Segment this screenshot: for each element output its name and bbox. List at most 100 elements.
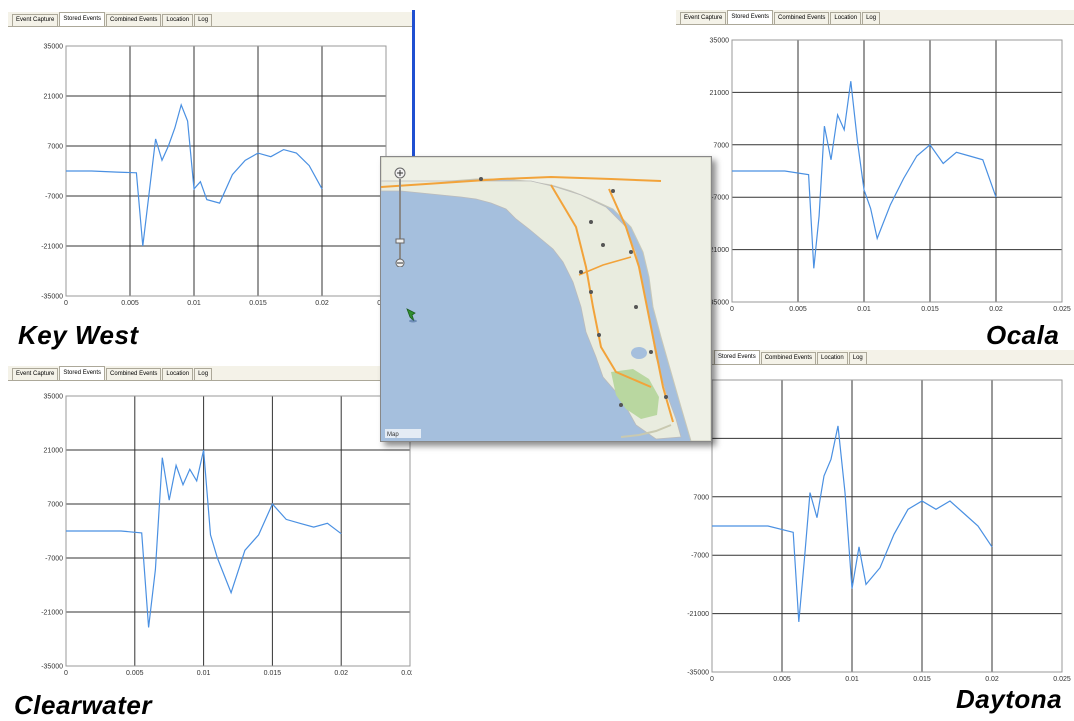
tab-stored-events[interactable]: Stored Events — [714, 350, 760, 364]
city-label-clearwater: Clearwater — [14, 690, 152, 720]
tab-log[interactable]: Log — [194, 14, 213, 26]
map-lake — [631, 347, 647, 359]
x-tick-label: 0.005 — [121, 300, 139, 307]
y-tick-label: 21000 — [710, 90, 730, 97]
tab-combined-events[interactable]: Combined Events — [106, 368, 162, 380]
tab-event-capture[interactable]: Event Capture — [12, 368, 59, 380]
x-tick-label: 0.015 — [249, 300, 267, 307]
florida-map[interactable]: Map — [380, 156, 712, 442]
x-tick-label: 0.015 — [921, 306, 939, 313]
window-divider — [412, 10, 415, 160]
x-tick-label: 0.02 — [315, 300, 329, 307]
tab-stored-events[interactable]: Stored Events — [727, 10, 774, 24]
tab-strip: Stored Events Combined Events Location L… — [656, 350, 1074, 365]
map-towns — [479, 177, 668, 407]
tab-stored-events[interactable]: Stored Events — [59, 366, 106, 380]
y-tick-label: -35000 — [41, 664, 63, 671]
plot-frame — [65, 45, 387, 297]
y-tick-label: -7000 — [691, 553, 709, 560]
x-tick-label: 0 — [64, 300, 68, 307]
x-tick-label: 0.015 — [913, 676, 931, 683]
tab-location[interactable]: Location — [162, 368, 194, 380]
map-zoom-slider[interactable] — [393, 167, 407, 267]
map-highway-i75 — [550, 184, 652, 388]
y-tick-label: -35000 — [687, 670, 709, 677]
tab-event-capture[interactable]: Event Capture — [680, 12, 727, 24]
waveform-trace — [732, 81, 997, 269]
map-keys — [620, 424, 672, 438]
x-tick-label: 0.005 — [773, 676, 791, 683]
x-tick-label: 0.025 — [401, 670, 412, 677]
y-tick-label: -7000 — [711, 195, 729, 202]
y-tick-label: -21000 — [41, 244, 63, 251]
x-tick-label: 0.02 — [985, 676, 999, 683]
x-tick-label: 0.025 — [1053, 676, 1071, 683]
y-tick-label: -21000 — [707, 247, 729, 254]
city-label-daytona: Daytona — [956, 684, 1063, 714]
y-tick-label: -7000 — [45, 556, 63, 563]
tab-strip: Event Capture Stored Events Combined Eve… — [676, 10, 1074, 25]
tab-location[interactable]: Location — [830, 12, 862, 24]
x-tick-label: 0.02 — [989, 306, 1003, 313]
y-tick-label: 7000 — [47, 502, 63, 509]
tab-strip: Event Capture Stored Events Combined Eve… — [8, 12, 412, 27]
y-tick-label: -7000 — [45, 194, 63, 201]
x-tick-label: 0.015 — [264, 670, 282, 677]
waveform-trace — [66, 103, 323, 247]
panel-key-west: Event Capture Stored Events Combined Eve… — [8, 12, 412, 330]
waveform-trace — [66, 449, 342, 628]
x-tick-label: 0 — [730, 306, 734, 313]
tab-combined-events[interactable]: Combined Events — [106, 14, 162, 26]
tab-location[interactable]: Location — [162, 14, 194, 26]
panel-clearwater: Event Capture Stored Events Combined Eve… — [8, 366, 412, 686]
map-marker-pin-icon — [406, 308, 417, 323]
y-tick-label: 35000 — [710, 38, 730, 45]
tab-combined-events[interactable]: Combined Events — [774, 12, 830, 24]
x-tick-label: 0.005 — [126, 670, 144, 677]
waveform-chart-daytona: 35000210007000-7000-21000-3500000.0050.0… — [687, 378, 1071, 684]
city-label-key-west: Key West — [18, 320, 139, 350]
map-attribution-box — [385, 429, 421, 438]
y-tick-label: -35000 — [41, 294, 63, 301]
tab-log[interactable]: Log — [194, 368, 213, 380]
tab-log[interactable]: Log — [848, 352, 867, 364]
panel-daytona: Stored Events Combined Events Location L… — [656, 350, 1074, 690]
x-tick-label: 0.025 — [1053, 306, 1071, 313]
panel-ocala: Event Capture Stored Events Combined Eve… — [676, 10, 1074, 328]
x-tick-label: 0.01 — [187, 300, 201, 307]
x-tick-label: 0.02 — [334, 670, 348, 677]
x-tick-label: 0 — [710, 676, 714, 683]
y-tick-label: 21000 — [44, 94, 64, 101]
tab-strip: Event Capture Stored Events Combined Eve… — [8, 366, 412, 381]
tab-stored-events[interactable]: Stored Events — [59, 12, 106, 26]
map-highway-i4 — [578, 256, 632, 276]
x-tick-label: 0.005 — [789, 306, 807, 313]
y-tick-label: 35000 — [44, 394, 64, 401]
y-tick-label: 21000 — [44, 448, 64, 455]
tab-combined-events[interactable]: Combined Events — [760, 352, 817, 364]
tab-location[interactable]: Location — [817, 352, 848, 364]
tab-log[interactable]: Log — [862, 12, 881, 24]
y-tick-label: 7000 — [693, 494, 709, 501]
y-tick-label: 35000 — [44, 44, 64, 51]
city-label-ocala: Ocala — [986, 320, 1060, 350]
map-highway-i10 — [381, 175, 662, 188]
y-tick-label: -21000 — [41, 610, 63, 617]
map-zoom-thumb — [395, 238, 405, 244]
map-attribution: Map — [387, 432, 399, 438]
map-canvas: Map — [381, 157, 711, 441]
y-tick-label: -21000 — [687, 611, 709, 618]
waveform-trace — [712, 425, 993, 622]
y-tick-label: -35000 — [707, 300, 729, 307]
map-highway-i95 — [608, 188, 674, 423]
y-tick-label: 7000 — [47, 144, 63, 151]
map-everglades — [611, 369, 659, 419]
tab-event-capture[interactable]: Event Capture — [12, 14, 59, 26]
x-tick-label: 0.01 — [845, 676, 859, 683]
x-tick-label: 0 — [64, 670, 68, 677]
y-tick-label: 7000 — [713, 142, 729, 149]
x-tick-label: 0.01 — [197, 670, 211, 677]
